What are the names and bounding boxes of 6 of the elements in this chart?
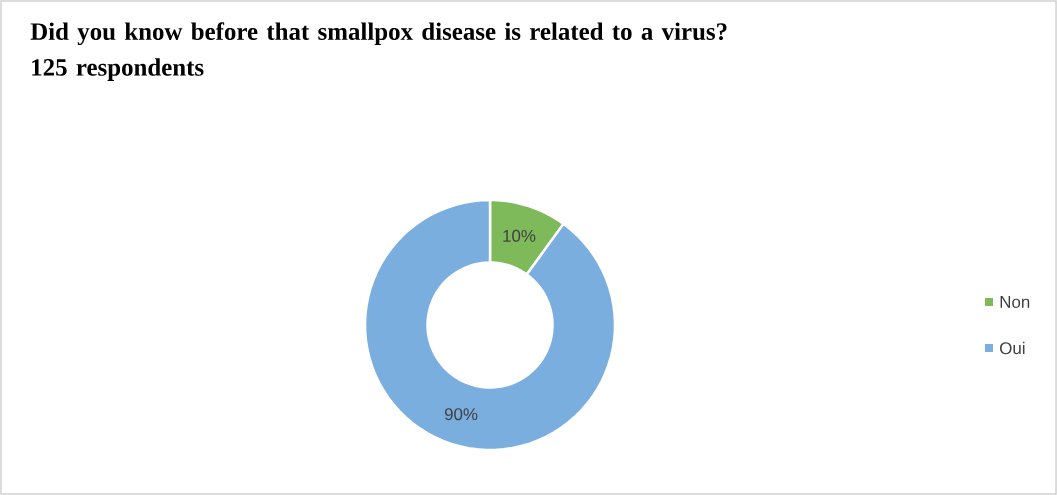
legend-label: Non [1000,296,1030,308]
chart-title: Did you know before that smallpox disease is related to a virus? [30,22,727,46]
text: 125 respondents [32,58,204,81]
data-label: 90% [444,408,478,421]
legend-label: Oui [1000,341,1025,355]
data-label: 10% [503,229,536,242]
